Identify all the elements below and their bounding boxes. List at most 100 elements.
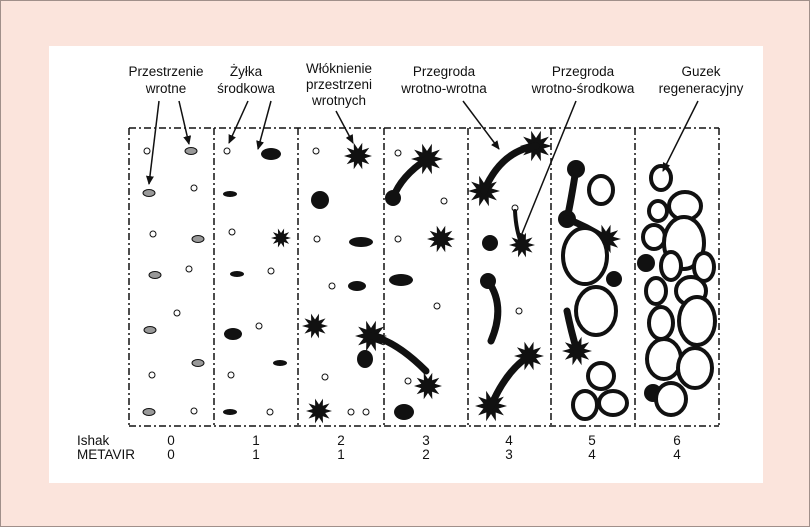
row-value: 0 [167, 433, 175, 448]
label: wrotnych [311, 93, 366, 108]
arrow [335, 110, 354, 144]
label: Żyłka [230, 64, 263, 79]
portal-space [185, 265, 193, 273]
row-value: 1 [337, 447, 345, 462]
label: Przegroda [413, 64, 476, 79]
star [414, 372, 442, 400]
row-label: Ishak [77, 433, 110, 448]
arrow [228, 100, 249, 144]
portal-tract [191, 235, 205, 243]
nodule [659, 250, 683, 282]
portal-space [433, 302, 441, 310]
label: przestrzeni [306, 77, 372, 92]
fibrosis [273, 360, 287, 366]
portal-space [313, 235, 321, 243]
nodule [571, 389, 599, 421]
row-value: 0 [167, 447, 175, 462]
fibrosis [394, 404, 414, 420]
row-value: 6 [673, 433, 681, 448]
nodule [676, 346, 714, 390]
portal-space [148, 371, 156, 379]
arrow [145, 100, 160, 185]
nodule [644, 276, 668, 306]
label: wrotno-wrotna [400, 81, 487, 96]
septum [480, 142, 540, 195]
fibrosis [261, 148, 281, 160]
portal-tract [143, 326, 157, 334]
portal-tract [142, 408, 156, 416]
label: środkowa [217, 81, 275, 96]
portal-space [190, 184, 198, 192]
label: Guzek [681, 64, 720, 79]
fibrosis [223, 191, 237, 197]
portal-space [228, 228, 236, 236]
row-value: 2 [422, 447, 430, 462]
nodule [561, 226, 609, 286]
nodule [649, 164, 673, 192]
label: wrotne [145, 81, 187, 96]
portal-tract [191, 359, 205, 367]
portal-space [227, 371, 235, 379]
row-value: 2 [337, 433, 345, 448]
portal-space [394, 235, 402, 243]
nodule [597, 389, 629, 417]
portal-tract [142, 189, 156, 197]
arrow [178, 100, 192, 145]
nodule [586, 361, 616, 391]
septum [513, 209, 524, 247]
row-value: 4 [588, 447, 596, 462]
nodule [641, 223, 667, 251]
portal-space [190, 407, 198, 415]
row-value: 5 [588, 433, 596, 448]
row-value: 3 [422, 433, 430, 448]
fibrosis [224, 328, 242, 340]
septum [389, 155, 431, 202]
fibrosis [223, 409, 237, 415]
septum [487, 352, 533, 410]
fibrosis [389, 274, 413, 286]
drawing: Przestrzenie wrotne Żyłka środkowa Włóknieni… [77, 61, 744, 462]
row-value: 4 [505, 433, 513, 448]
arrow [662, 100, 699, 172]
portal-space [149, 230, 157, 238]
portal-space [321, 373, 329, 381]
row-value: 3 [505, 447, 513, 462]
portal-space [404, 377, 412, 385]
portal-space [266, 408, 274, 416]
label: regeneracyjny [659, 81, 744, 96]
label: Przestrzenie [128, 64, 203, 79]
nodule [587, 174, 615, 206]
portal-space [143, 147, 151, 155]
portal-space [362, 408, 370, 416]
portal-space [328, 282, 336, 290]
portal-space [223, 147, 231, 155]
nodule [647, 199, 669, 223]
septum [563, 307, 581, 355]
nodule [677, 295, 717, 347]
fibrosis [357, 350, 373, 368]
portal-space [440, 197, 448, 205]
portal-space [173, 309, 181, 317]
label: wrotno-środkowa [531, 81, 635, 96]
star [427, 225, 455, 253]
portal-tract [184, 147, 198, 155]
fibrosis [606, 271, 622, 287]
fibrosis [311, 191, 329, 209]
portal-space [515, 307, 523, 315]
star [344, 142, 372, 170]
nodule [645, 337, 683, 381]
fibrosis [349, 237, 373, 247]
star [271, 228, 291, 248]
portal-space [394, 149, 402, 157]
arrow [518, 100, 577, 242]
nodule [654, 381, 688, 417]
row-value: 1 [252, 433, 260, 448]
fibrosis [637, 254, 655, 272]
portal-space [255, 322, 263, 330]
septum [484, 277, 502, 345]
septum [367, 332, 430, 375]
star [306, 398, 332, 424]
row-label: METAVIR [77, 447, 135, 462]
nodule [574, 285, 618, 337]
